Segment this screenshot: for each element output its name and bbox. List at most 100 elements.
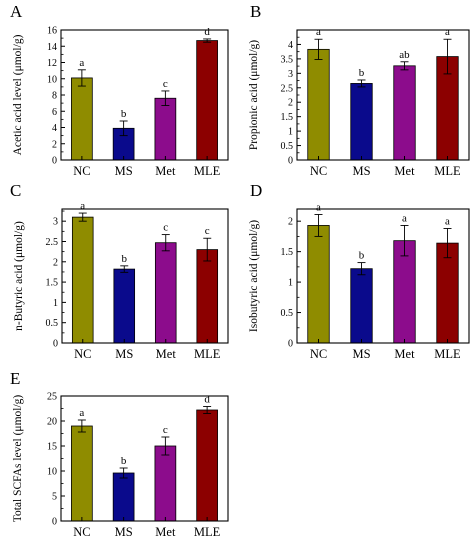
bar-ms xyxy=(113,268,136,344)
significance-label: a xyxy=(316,26,321,38)
x-tick-label: NC xyxy=(310,347,327,361)
y-tick-label: 1 xyxy=(288,278,293,289)
significance-label: c xyxy=(163,78,168,90)
plot-frame xyxy=(296,208,470,344)
y-tick-label: 0 xyxy=(52,156,57,167)
significance-label: a xyxy=(316,201,321,213)
panel-letter: E xyxy=(10,369,20,388)
significance-label: a xyxy=(445,26,450,38)
x-tick-label: Met xyxy=(156,347,177,361)
panel-b: B Propionic acid (μmol/g) 0 0.5 1 1.5 2 2.5 3 3.5… xyxy=(248,2,470,178)
y-tick-label: 4 xyxy=(288,40,293,51)
bar-nc xyxy=(71,216,94,344)
significance-label: b xyxy=(359,67,365,79)
significance-label: a xyxy=(80,200,85,212)
y-tick-label: 1 xyxy=(288,127,293,138)
bar-met xyxy=(393,65,416,161)
y-tick-label: 2 xyxy=(288,98,293,109)
y-tick-label: 3 xyxy=(53,217,58,228)
x-tick-label: Met xyxy=(155,164,176,178)
y-tick-label: 1.5 xyxy=(281,112,294,123)
panel-c: Cn-Butyric acid (μmol/g) 0 0.5 1 1.5 2 2.5 3 a NC… xyxy=(10,181,229,361)
y-tick-label: 3 xyxy=(288,69,293,80)
y-tick-label: 12 xyxy=(47,58,57,69)
x-tick-label: MS xyxy=(352,164,370,178)
y-tick-label: 0 xyxy=(52,517,57,528)
bar-ms xyxy=(350,83,373,161)
bar-ms xyxy=(112,472,135,522)
x-tick-label: MLE xyxy=(194,164,221,178)
x-tick-label: NC xyxy=(310,164,327,178)
significance-label: b xyxy=(122,253,128,265)
x-tick-label: Met xyxy=(155,525,176,539)
bar-nc xyxy=(307,48,330,161)
panel-a: A Acetic acid level (μmol/g) 0 2 4 6 8 10 12 14 16… xyxy=(10,2,229,178)
panel-letter: D xyxy=(250,181,262,200)
y-tick-label: 2 xyxy=(53,257,58,268)
y-tick-label: 0.5 xyxy=(46,318,59,329)
bar-ms xyxy=(350,268,373,344)
significance-label: c xyxy=(163,424,168,436)
bar-met xyxy=(154,445,177,522)
y-tick-label: 0 xyxy=(53,339,58,350)
significance-label: a xyxy=(79,407,84,419)
significance-label: a xyxy=(79,57,84,69)
plot-frame xyxy=(61,208,229,344)
panel-letter: B xyxy=(250,2,261,21)
bar-nc xyxy=(307,225,330,344)
panel-letter: A xyxy=(10,2,23,21)
x-tick-label: MS xyxy=(115,347,133,361)
y-axis-label: Isobutyric acid (μmol/g) xyxy=(248,220,260,332)
bar-mle xyxy=(196,249,219,344)
plot-frame xyxy=(60,395,229,522)
x-tick-label: NC xyxy=(74,347,91,361)
bar-met xyxy=(154,242,177,344)
bar-mle xyxy=(196,409,218,522)
plot-frame xyxy=(296,29,470,161)
x-tick-label: MLE xyxy=(194,347,221,361)
y-tick-label: 14 xyxy=(47,42,57,53)
y-axis-label: n-Butyric acid (μmol/g) xyxy=(13,221,25,331)
y-tick-label: 5 xyxy=(52,492,57,503)
x-tick-label: MS xyxy=(115,164,133,178)
y-tick-label: 0.5 xyxy=(281,141,294,152)
y-tick-label: 0 xyxy=(288,339,293,350)
bar-nc xyxy=(71,77,93,161)
y-tick-label: 25 xyxy=(47,392,57,403)
y-axis-label: Acetic acid level (μmol/g) xyxy=(12,34,24,155)
significance-label: b xyxy=(359,250,365,262)
panel-letter: C xyxy=(10,181,21,200)
y-tick-label: 2 xyxy=(52,139,57,150)
y-tick-label: 1.5 xyxy=(281,247,294,258)
x-tick-label: MLE xyxy=(434,347,461,361)
y-tick-label: 15 xyxy=(47,442,57,453)
y-axis-label: Propionic acid (μmol/g) xyxy=(248,40,260,150)
significance-label: c xyxy=(205,225,210,237)
y-tick-label: 0 xyxy=(288,156,293,167)
y-tick-label: 3.5 xyxy=(281,54,294,65)
significance-label: a xyxy=(445,215,450,227)
y-tick-label: 1.5 xyxy=(46,278,59,289)
significance-label: ab xyxy=(399,49,410,61)
y-tick-label: 0.5 xyxy=(281,308,294,319)
y-tick-label: 10 xyxy=(47,467,57,478)
x-tick-label: Met xyxy=(394,347,415,361)
significance-label: c xyxy=(163,222,168,234)
significance-label: b xyxy=(121,108,127,120)
y-tick-label: 4 xyxy=(52,123,57,134)
x-tick-label: NC xyxy=(73,525,90,539)
significance-label: d xyxy=(204,394,210,406)
y-tick-label: 1 xyxy=(53,298,58,309)
x-tick-label: MS xyxy=(115,525,133,539)
bar-met xyxy=(154,97,177,161)
significance-label: b xyxy=(121,455,127,467)
plot-frame xyxy=(60,29,229,161)
x-tick-label: MS xyxy=(352,347,370,361)
y-tick-label: 2.5 xyxy=(281,83,294,94)
y-tick-label: 2.5 xyxy=(46,237,59,248)
y-tick-label: 2 xyxy=(288,217,293,228)
bar-nc xyxy=(71,425,93,522)
y-tick-label: 8 xyxy=(52,91,57,102)
panel-e: E Total SCFAs level (μmol/g) 0 5 10 15 20 25 a NC… xyxy=(10,369,229,539)
